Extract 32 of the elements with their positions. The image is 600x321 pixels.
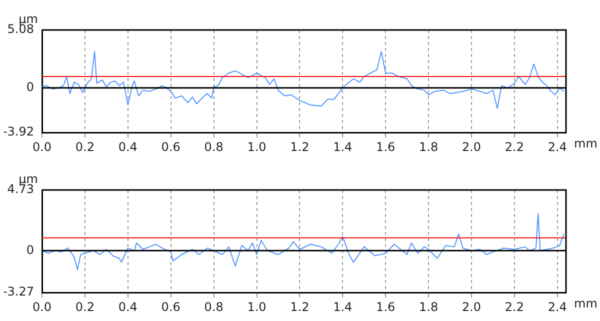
x-tick-label: 1.2 bbox=[290, 300, 310, 314]
x-tick-label: 1.8 bbox=[419, 140, 438, 154]
x-tick-label: 1.0 bbox=[247, 140, 266, 154]
y-axis-title: µm bbox=[18, 172, 38, 186]
y-axis-title: µm bbox=[18, 12, 38, 26]
x-tick-label: 0.6 bbox=[161, 300, 180, 314]
x-tick-label: 1.4 bbox=[333, 140, 352, 154]
x-tick-label: 2.4 bbox=[548, 140, 567, 154]
x-tick-label: 0.0 bbox=[32, 140, 52, 154]
x-tick-label: 2.4 bbox=[548, 300, 567, 314]
y-tick-label: 0 bbox=[26, 242, 34, 257]
x-tick-label: 0.4 bbox=[118, 300, 138, 314]
x-axis-title: mm bbox=[574, 136, 598, 151]
x-tick-label: 2.2 bbox=[504, 140, 524, 154]
x-tick-label: 1.0 bbox=[247, 300, 266, 314]
x-tick-label: 0.2 bbox=[75, 140, 94, 154]
x-tick-label: 1.2 bbox=[290, 140, 310, 154]
x-tick-label: 0.6 bbox=[161, 140, 180, 154]
x-tick-label: 0.0 bbox=[32, 300, 52, 314]
x-tick-label: 0.8 bbox=[204, 300, 224, 314]
x-tick-label: 2.0 bbox=[462, 300, 482, 314]
x-tick-label: 2.2 bbox=[504, 300, 524, 314]
x-tick-label: 0.4 bbox=[118, 140, 138, 154]
x-axis-title: mm bbox=[574, 296, 598, 311]
y-tick-label: 0 bbox=[26, 80, 34, 94]
x-tick-label: 0.8 bbox=[204, 140, 224, 154]
x-tick-label: 2.0 bbox=[462, 140, 482, 154]
x-tick-label: 1.8 bbox=[419, 300, 438, 314]
x-tick-label: 1.6 bbox=[376, 300, 396, 314]
x-tick-label: 0.2 bbox=[75, 300, 94, 314]
x-tick-label: 1.6 bbox=[376, 140, 396, 154]
x-tick-label: 1.4 bbox=[333, 300, 352, 314]
